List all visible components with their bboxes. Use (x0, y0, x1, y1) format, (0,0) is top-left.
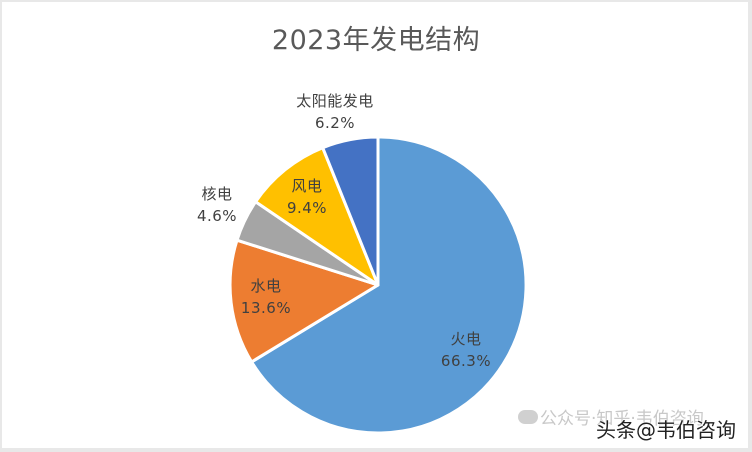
label-wind-pct: 9.4% (286, 199, 328, 217)
label-thermal: 火电 66.3% (433, 328, 499, 372)
watermark-faint: 公众号·知乎·韦伯咨询 (540, 409, 704, 429)
label-nuclear: 核电 4.6% (192, 183, 242, 227)
label-solar-name: 太阳能发电 (296, 92, 374, 110)
watermark-main: 头条@韦伯咨询 (596, 418, 736, 442)
label-nuclear-name: 核电 (201, 185, 233, 203)
label-solar: 太阳能发电 6.2% (290, 90, 380, 134)
label-hydro-pct: 13.6% (240, 299, 292, 317)
slice-thermal (250, 135, 528, 435)
slice-hydro (228, 238, 380, 364)
chart-title: 2023年发电结构 (271, 25, 481, 56)
label-hydro: 水电 13.6% (236, 275, 296, 319)
slice-solar (321, 135, 380, 287)
label-wind: 风电 9.4% (282, 175, 332, 219)
label-thermal-pct: 66.3% (440, 352, 492, 370)
label-hydro-name: 水电 (250, 277, 282, 295)
slice-wind (254, 146, 380, 287)
label-nuclear-pct: 4.6% (196, 207, 238, 225)
label-wind-name: 风电 (291, 177, 323, 195)
label-thermal-name: 火电 (450, 330, 482, 348)
wechat-icon (518, 410, 538, 424)
label-solar-pct: 6.2% (314, 114, 356, 132)
